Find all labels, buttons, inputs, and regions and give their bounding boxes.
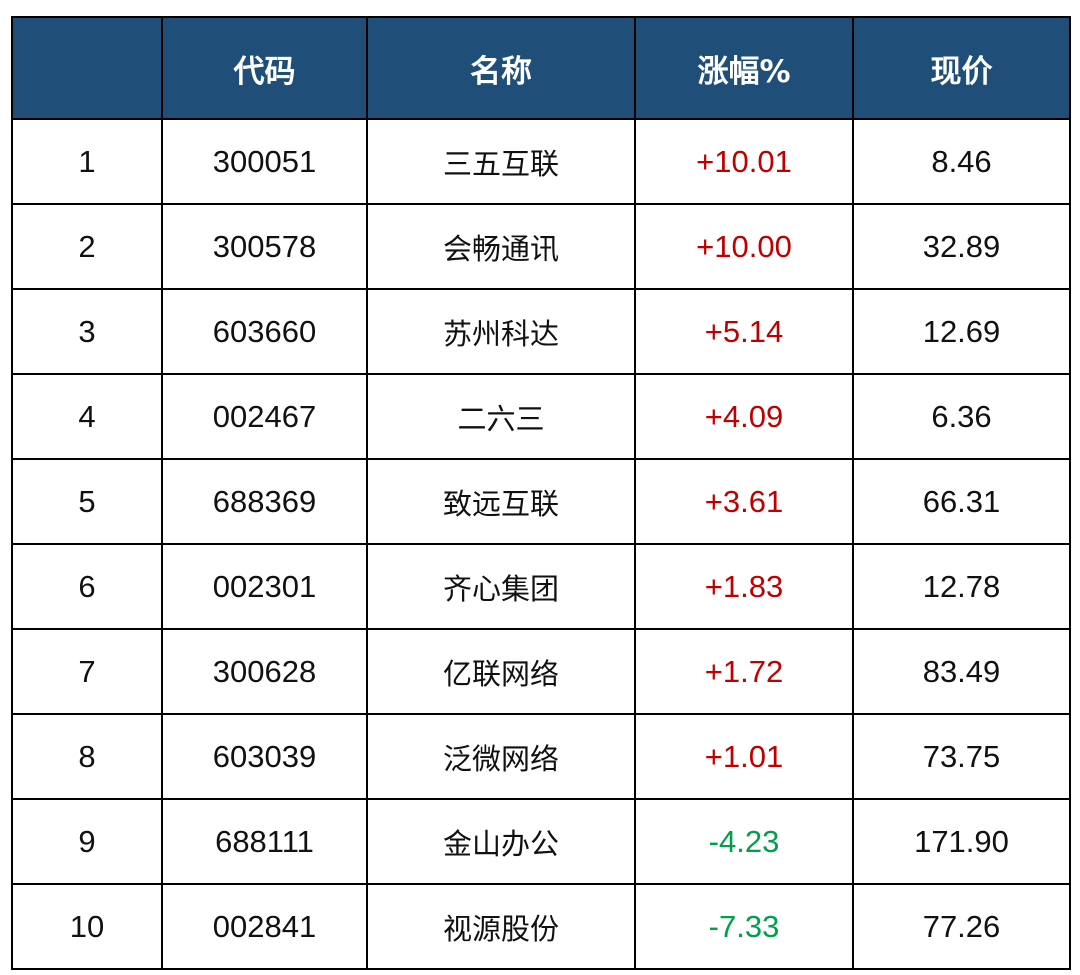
stock-table: 代码 名称 涨幅% 现价 1 300051 三五互联 +10.01 8.46 2… xyxy=(11,16,1071,970)
price-cell: 8.46 xyxy=(852,118,1071,205)
table-row: 3 603660 苏州科达 +5.14 12.69 xyxy=(11,288,1071,375)
change-cell: +10.01 xyxy=(634,118,854,205)
header-price: 现价 xyxy=(852,16,1071,120)
header-rank xyxy=(11,16,163,120)
table-row: 6 002301 齐心集团 +1.83 12.78 xyxy=(11,543,1071,630)
change-cell: -4.23 xyxy=(634,798,854,885)
name-cell: 三五互联 xyxy=(366,118,636,205)
stock-table-container: 代码 名称 涨幅% 现价 1 300051 三五互联 +10.01 8.46 2… xyxy=(11,16,1071,970)
price-cell: 73.75 xyxy=(852,713,1071,800)
code-cell: 300628 xyxy=(161,628,368,715)
code-cell: 002301 xyxy=(161,543,368,630)
rank-cell: 1 xyxy=(11,118,163,205)
code-cell: 688369 xyxy=(161,458,368,545)
code-cell: 002467 xyxy=(161,373,368,460)
table-row: 1 300051 三五互联 +10.01 8.46 xyxy=(11,118,1071,205)
rank-cell: 7 xyxy=(11,628,163,715)
price-cell: 66.31 xyxy=(852,458,1071,545)
rank-cell: 10 xyxy=(11,883,163,970)
table-header: 代码 名称 涨幅% 现价 xyxy=(11,16,1071,120)
name-cell: 金山办公 xyxy=(366,798,636,885)
rank-cell: 9 xyxy=(11,798,163,885)
name-cell: 二六三 xyxy=(366,373,636,460)
change-cell: +3.61 xyxy=(634,458,854,545)
table-row: 7 300628 亿联网络 +1.72 83.49 xyxy=(11,628,1071,715)
price-cell: 12.78 xyxy=(852,543,1071,630)
code-cell: 603039 xyxy=(161,713,368,800)
change-cell: +4.09 xyxy=(634,373,854,460)
name-cell: 视源股份 xyxy=(366,883,636,970)
change-cell: +10.00 xyxy=(634,203,854,290)
change-cell: +1.01 xyxy=(634,713,854,800)
code-cell: 688111 xyxy=(161,798,368,885)
rank-cell: 5 xyxy=(11,458,163,545)
change-cell: -7.33 xyxy=(634,883,854,970)
header-name: 名称 xyxy=(366,16,636,120)
code-cell: 603660 xyxy=(161,288,368,375)
name-cell: 苏州科达 xyxy=(366,288,636,375)
header-row: 代码 名称 涨幅% 现价 xyxy=(11,16,1071,120)
change-cell: +5.14 xyxy=(634,288,854,375)
rank-cell: 2 xyxy=(11,203,163,290)
table-row: 8 603039 泛微网络 +1.01 73.75 xyxy=(11,713,1071,800)
price-cell: 32.89 xyxy=(852,203,1071,290)
price-cell: 77.26 xyxy=(852,883,1071,970)
code-cell: 002841 xyxy=(161,883,368,970)
name-cell: 会畅通讯 xyxy=(366,203,636,290)
table-row: 9 688111 金山办公 -4.23 171.90 xyxy=(11,798,1071,885)
change-cell: +1.83 xyxy=(634,543,854,630)
header-change: 涨幅% xyxy=(634,16,854,120)
name-cell: 泛微网络 xyxy=(366,713,636,800)
rank-cell: 4 xyxy=(11,373,163,460)
table-row: 10 002841 视源股份 -7.33 77.26 xyxy=(11,883,1071,970)
table-body: 1 300051 三五互联 +10.01 8.46 2 300578 会畅通讯 … xyxy=(11,118,1071,970)
price-cell: 6.36 xyxy=(852,373,1071,460)
header-code: 代码 xyxy=(161,16,368,120)
code-cell: 300051 xyxy=(161,118,368,205)
price-cell: 12.69 xyxy=(852,288,1071,375)
price-cell: 171.90 xyxy=(852,798,1071,885)
table-row: 2 300578 会畅通讯 +10.00 32.89 xyxy=(11,203,1071,290)
name-cell: 亿联网络 xyxy=(366,628,636,715)
name-cell: 齐心集团 xyxy=(366,543,636,630)
price-cell: 83.49 xyxy=(852,628,1071,715)
rank-cell: 6 xyxy=(11,543,163,630)
table-row: 4 002467 二六三 +4.09 6.36 xyxy=(11,373,1071,460)
change-cell: +1.72 xyxy=(634,628,854,715)
rank-cell: 3 xyxy=(11,288,163,375)
rank-cell: 8 xyxy=(11,713,163,800)
code-cell: 300578 xyxy=(161,203,368,290)
table-row: 5 688369 致远互联 +3.61 66.31 xyxy=(11,458,1071,545)
name-cell: 致远互联 xyxy=(366,458,636,545)
